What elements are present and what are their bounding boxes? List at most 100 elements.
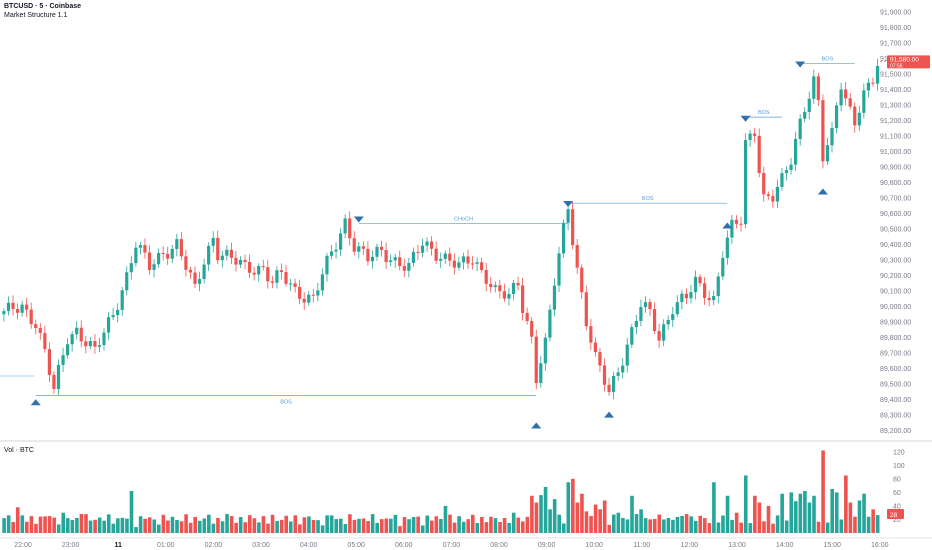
swing-up-marker	[604, 411, 615, 418]
candle	[234, 257, 238, 265]
volume-bar	[498, 522, 502, 533]
volume-bar	[366, 521, 370, 533]
candle	[134, 247, 138, 264]
price-tick-label: 90,900.00	[880, 164, 911, 171]
time-tick-label: 15:00	[823, 542, 841, 549]
volume-bar	[325, 515, 329, 533]
candle	[525, 312, 529, 322]
volume-bar	[220, 521, 225, 533]
volume-bar	[612, 514, 616, 533]
candle	[188, 269, 193, 273]
candle	[52, 374, 56, 389]
candle	[275, 270, 279, 283]
candle	[398, 257, 402, 267]
swing-up-marker	[30, 399, 41, 406]
candle	[116, 309, 120, 316]
volume-bar	[393, 514, 398, 533]
volume-bar	[853, 516, 857, 533]
volume-bar	[584, 511, 589, 533]
time-tick-label: 09:00	[538, 542, 556, 549]
price-axis: 89,200.00 89,300.00 89,400.00 89,500.00 89,6…	[880, 9, 911, 435]
volume-bar	[521, 521, 525, 533]
volume-bar	[84, 514, 88, 533]
volume-bar	[675, 516, 680, 533]
volume-bar	[443, 505, 448, 533]
candle	[539, 363, 543, 384]
candle	[216, 237, 220, 261]
volume-bar	[593, 504, 598, 533]
volume-bar	[430, 520, 434, 533]
volume-bar	[484, 522, 489, 533]
volume-bar	[111, 523, 116, 533]
candle	[466, 256, 470, 264]
candle	[279, 270, 284, 273]
volume-tick-label: 100	[893, 463, 905, 470]
volume-bar	[698, 515, 703, 533]
time-tick-label: 04:00	[300, 542, 318, 549]
swing-down-marker	[563, 201, 574, 208]
candle	[389, 260, 393, 263]
price-tick-label: 91,100.00	[880, 133, 911, 140]
volume-bar	[170, 516, 175, 533]
volume-bar	[157, 524, 161, 533]
volume-bar	[56, 524, 61, 533]
price-tick-label: 91,200.00	[880, 118, 911, 125]
candle	[106, 317, 111, 333]
volume-bar	[411, 517, 416, 533]
candle	[643, 302, 648, 308]
volume-bar	[334, 519, 339, 533]
candle	[298, 286, 302, 299]
volume-bar	[434, 516, 439, 533]
candle	[575, 245, 579, 268]
candle	[457, 262, 461, 268]
candle	[798, 118, 802, 139]
volume-bar	[11, 522, 15, 533]
volume-tick-label: 40	[893, 503, 901, 510]
volume-bar	[152, 519, 157, 533]
candle	[434, 248, 438, 261]
volume-bar	[252, 518, 257, 533]
volume-bar	[211, 523, 216, 533]
volume-bar	[52, 517, 56, 533]
candle	[197, 279, 202, 284]
candle	[243, 259, 247, 262]
volume-bar	[748, 523, 753, 533]
candle	[366, 248, 370, 262]
volume-bar	[816, 521, 821, 533]
candle	[511, 282, 516, 294]
volume-bar	[370, 514, 375, 533]
time-tick-label: 13:00	[728, 542, 746, 549]
volume-bar	[630, 495, 634, 533]
candle	[548, 309, 552, 338]
volume-bar	[607, 524, 612, 533]
volume-bar	[725, 495, 730, 533]
volume-bar	[184, 514, 188, 533]
volume-bar	[689, 516, 693, 533]
volume-bar	[634, 514, 639, 533]
volume-bar	[266, 523, 270, 533]
volume-bar	[511, 512, 516, 533]
candle	[703, 283, 707, 298]
candle	[147, 252, 152, 270]
volume-bar	[866, 516, 871, 533]
volume-bar	[188, 522, 193, 533]
candle	[634, 320, 638, 328]
candle	[70, 334, 74, 345]
candle	[288, 283, 293, 285]
candle	[698, 276, 702, 284]
volume-bar	[530, 495, 534, 533]
volume-bar	[507, 522, 511, 533]
candle	[789, 164, 793, 171]
candle	[725, 237, 729, 258]
volume-bar	[329, 515, 334, 533]
time-tick-label: 07:00	[443, 542, 461, 549]
volume-bar	[757, 502, 762, 533]
candle	[675, 302, 679, 315]
candle	[830, 128, 834, 146]
volume-bar	[70, 519, 75, 533]
price-tick-label: 91,700.00	[880, 40, 911, 47]
volume-bar	[834, 492, 839, 533]
candle	[175, 239, 179, 249]
